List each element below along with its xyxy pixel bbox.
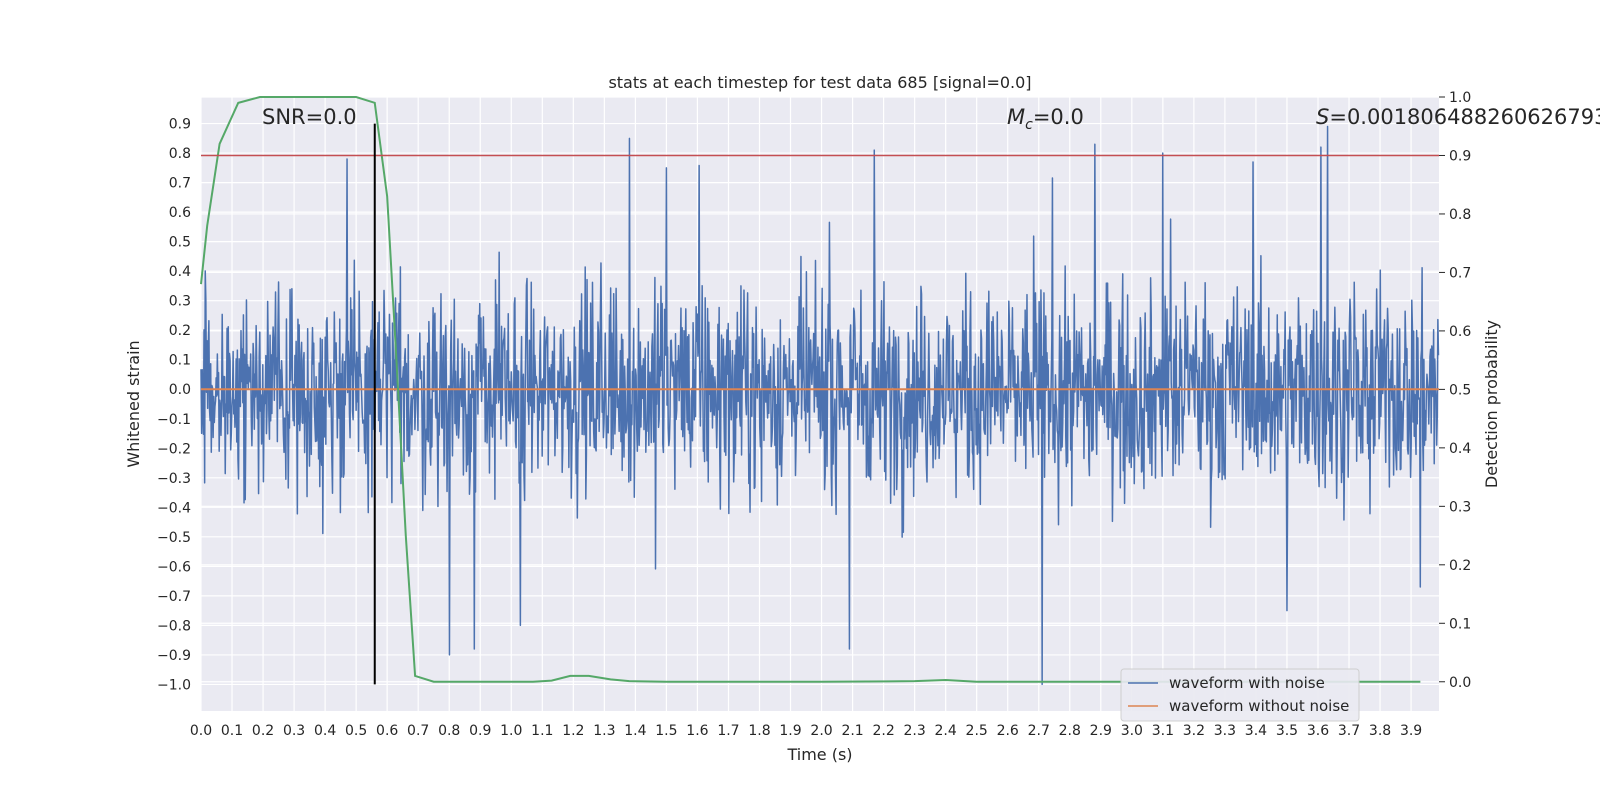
y-axis-label: Whitened strain	[124, 340, 143, 467]
x-tick-label: 2.3	[904, 723, 926, 739]
legend-label-noise: waveform with noise	[1169, 674, 1325, 692]
x-tick-label: 2.6	[997, 723, 1019, 739]
y-tick-label: 0.2	[169, 323, 191, 339]
x-axis-label: Time (s)	[786, 745, 852, 764]
x-tick-label: 1.6	[686, 723, 708, 739]
y-tick-label: 0.9	[169, 117, 191, 133]
x-ticks: 0.0 0.1 0.2 0.3 0.4 0.5 0.6 0.7 0.8 0.9 1.0 1.1 1.2 1…	[190, 723, 1422, 739]
s-symbol: S	[1316, 105, 1329, 129]
y-tick-label: −0.4	[157, 500, 191, 516]
y-tick-label: 0.7	[169, 176, 191, 192]
x-tick-label: 3.1	[1152, 723, 1174, 739]
lines-layer	[200, 96, 1439, 685]
s-value: =0.0018064882606267933	[1329, 105, 1600, 129]
y-tick-label: 0.8	[169, 146, 191, 162]
y2-tick-label: 0.5	[1449, 382, 1471, 398]
mc-subscript: c	[1025, 117, 1033, 133]
y-tick-label: 0.0	[169, 382, 191, 398]
x-tick-label: 2.7	[1028, 723, 1050, 739]
x-tick-label: 1.1	[531, 723, 553, 739]
series-detection-probability	[200, 96, 1421, 683]
y-tick-label: −0.8	[157, 618, 191, 634]
x-tick-label: 0.7	[407, 723, 429, 739]
y2-tick-label: 0.6	[1449, 324, 1471, 340]
y-tick-label: −0.3	[157, 471, 191, 487]
s-annotation: S=0.0018064882606267933	[1316, 105, 1600, 129]
x-tick-label: 2.8	[1059, 723, 1081, 739]
x-tick-label: 3.5	[1276, 723, 1298, 739]
x-tick-label: 2.1	[841, 723, 863, 739]
y-tick-label: 0.4	[169, 264, 191, 280]
legend: waveform with noise waveform without noi…	[1120, 668, 1360, 722]
waveform-layer	[200, 125, 1440, 686]
chart-title: stats at each timestep for test data 685…	[608, 73, 1031, 92]
y-tick-label: 0.1	[169, 353, 191, 369]
y2-tick-label: 0.2	[1449, 558, 1471, 574]
y-tick-label: −0.7	[157, 589, 191, 605]
y2-tick-label: 0.7	[1449, 265, 1471, 281]
x-tick-label: 3.2	[1183, 723, 1205, 739]
y2-tick-label: 0.3	[1449, 499, 1471, 515]
legend-box	[1120, 668, 1360, 722]
snr-annotation: SNR=0.0	[262, 105, 357, 129]
y-tick-label: 0.6	[169, 205, 191, 221]
y-tick-label: 0.3	[169, 294, 191, 310]
x-tick-label: 2.9	[1090, 723, 1112, 739]
y-tick-label: −0.9	[157, 648, 191, 664]
y2-axis-label: Detection probability	[1482, 320, 1501, 488]
y2-tick-label: 0.1	[1449, 616, 1471, 632]
x-tick-label: 0.6	[376, 723, 398, 739]
y-tick-label: −0.5	[157, 530, 191, 546]
x-tick-label: 3.0	[1121, 723, 1143, 739]
x-tick-label: 0.8	[438, 723, 460, 739]
y-tick-label: −0.6	[157, 559, 191, 575]
y-tick-label: −0.1	[157, 412, 191, 428]
x-tick-label: 1.5	[655, 723, 677, 739]
mc-symbol: M	[1007, 105, 1025, 129]
x-tick-label: 3.4	[1245, 723, 1267, 739]
x-tick-label: 3.8	[1369, 723, 1391, 739]
x-tick-label: 0.9	[469, 723, 491, 739]
y-tick-label: −0.2	[157, 441, 191, 457]
x-tick-label: 0.4	[314, 723, 336, 739]
y2-tick-label: 1.0	[1449, 90, 1471, 106]
x-tick-label: 3.6	[1307, 723, 1329, 739]
x-tick-label: 2.4	[935, 723, 957, 739]
x-tick-label: 0.1	[221, 723, 243, 739]
x-tick-label: 1.9	[779, 723, 801, 739]
mc-annotation: Mc=0.0	[1007, 105, 1084, 133]
x-tick-label: 1.7	[717, 723, 739, 739]
y2-tick-label: 0.8	[1449, 207, 1471, 223]
y2-ticks: 1.0 0.9 0.8 0.7 0.6 0.5 0.4 0.3 0.2 0.1 0.0	[1439, 90, 1471, 691]
x-tick-label: 2.2	[872, 723, 894, 739]
series-waveform-with-noise	[200, 125, 1440, 686]
x-tick-label: 1.4	[624, 723, 646, 739]
y2-tick-label: 0.9	[1449, 148, 1471, 164]
x-tick-label: 3.3	[1214, 723, 1236, 739]
y2-tick-label: 0.0	[1449, 675, 1471, 691]
y-tick-label: 0.5	[169, 235, 191, 251]
x-tick-label: 3.9	[1400, 723, 1422, 739]
x-tick-label: 3.7	[1338, 723, 1360, 739]
legend-label-clean: waveform without noise	[1169, 697, 1349, 715]
x-tick-label: 0.0	[190, 723, 212, 739]
x-tick-label: 2.5	[966, 723, 988, 739]
x-tick-label: 0.3	[283, 723, 305, 739]
y-tick-label: −1.0	[157, 677, 191, 693]
x-tick-label: 1.3	[593, 723, 615, 739]
x-tick-label: 2.0	[810, 723, 832, 739]
x-tick-label: 1.8	[748, 723, 770, 739]
x-tick-label: 1.2	[562, 723, 584, 739]
y2-tick-label: 0.4	[1449, 441, 1471, 457]
mc-value: =0.0	[1033, 105, 1084, 129]
x-tick-label: 0.2	[252, 723, 274, 739]
x-tick-label: 0.5	[345, 723, 367, 739]
y-ticks: 0.9 0.8 0.7 0.6 0.5 0.4 0.3 0.2 0.1 0.0 −0.1 −0.2 −0…	[157, 117, 191, 694]
x-tick-label: 1.0	[500, 723, 522, 739]
